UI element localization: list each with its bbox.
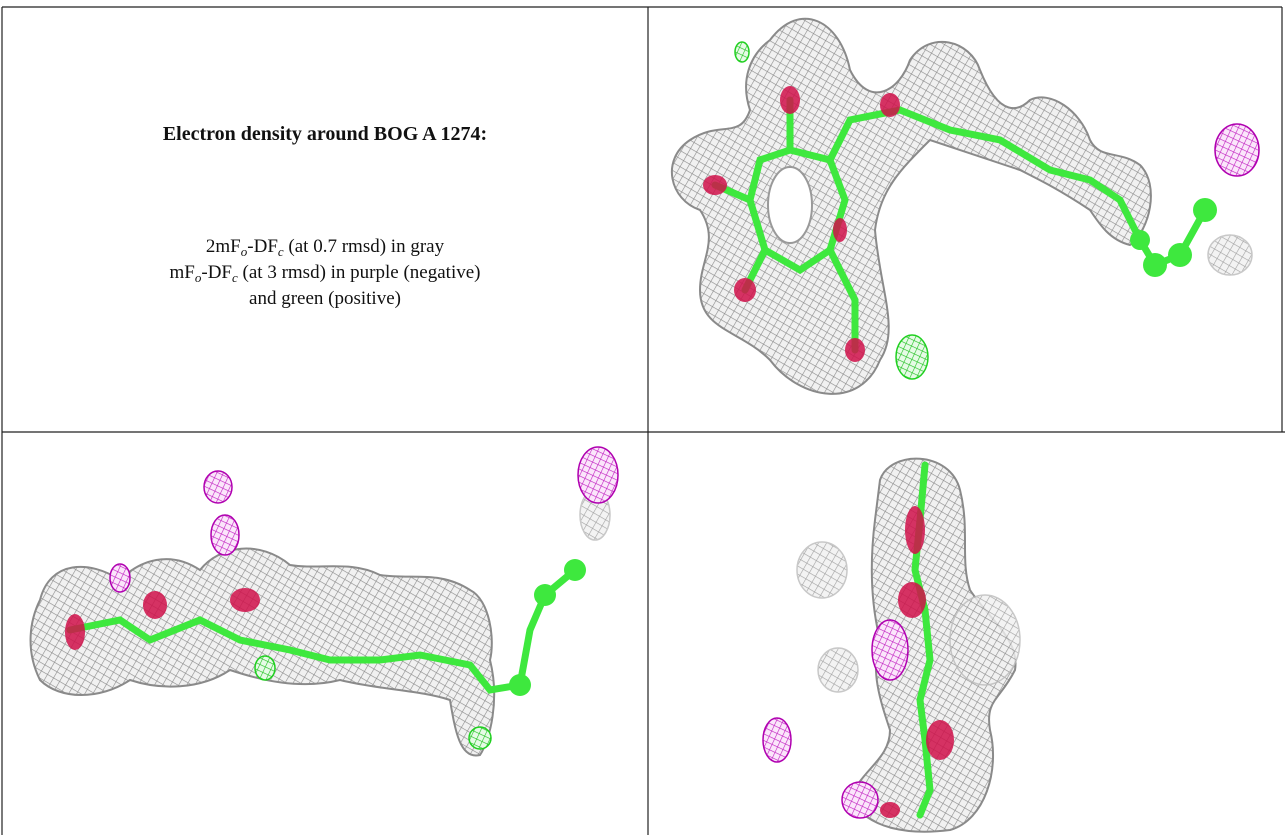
table-grid bbox=[1, 6, 1285, 835]
caption-line: mFo-DFc (at 3 rmsd) in purple (negative) bbox=[170, 262, 481, 285]
caption-title: Electron density around BOG A 1274: bbox=[163, 123, 487, 145]
caption-line: 2mFo-DFc (at 0.7 rmsd) in gray bbox=[206, 236, 445, 259]
caption-line: and green (positive) bbox=[249, 288, 401, 309]
density-view-bottom-left bbox=[29, 446, 619, 757]
density-view-top bbox=[671, 17, 1260, 395]
density-view-bottom-right bbox=[762, 457, 1021, 833]
